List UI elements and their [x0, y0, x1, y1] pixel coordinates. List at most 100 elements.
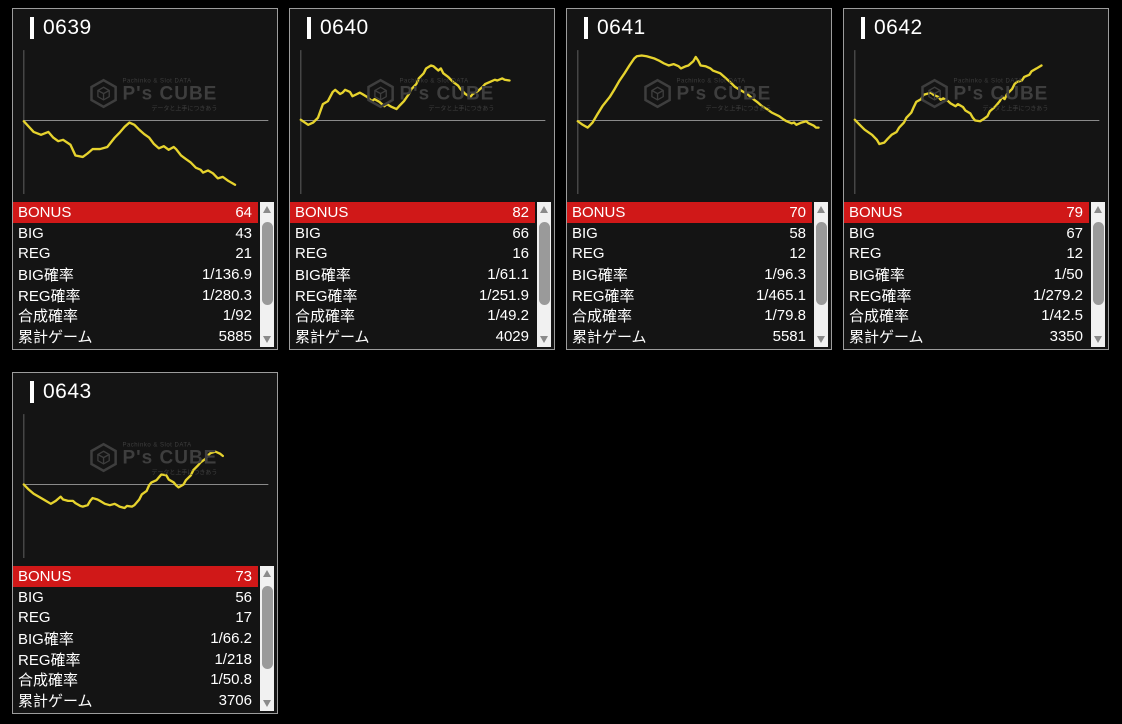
stat-value: 56: [235, 588, 252, 606]
table-row: REG確率 1/280.3: [13, 285, 258, 306]
stat-value: 5885: [218, 327, 252, 345]
machine-panel[interactable]: 0639 Pachinko & Slot DATA P's CUBE: [12, 8, 278, 350]
slump-graph-svg: [22, 414, 269, 558]
stat-value: 67: [1066, 224, 1083, 242]
machine-panel[interactable]: 0640 Pachinko & Slot DATA P's CUBE: [289, 8, 555, 350]
scrollbar-thumb[interactable]: [261, 586, 273, 669]
scroll-up-arrow-icon[interactable]: [1094, 206, 1102, 213]
machine-panel[interactable]: 0643 Pachinko & Slot DATA P's CUBE: [12, 372, 278, 714]
scroll-down-arrow-icon[interactable]: [263, 700, 271, 707]
stat-value: 3350: [1049, 327, 1083, 345]
stat-label: REG確率: [18, 287, 81, 305]
table-row: BIG確率 1/61.1: [290, 264, 535, 285]
stat-label: REG確率: [295, 287, 358, 305]
stats-table: BONUS 73 BIG 56 REG 17 BIG確率 1/66.2 REG確率 1/218 合成…: [13, 566, 277, 711]
scrollbar-thumb[interactable]: [261, 222, 273, 305]
stats-table: BONUS 70 BIG 58 REG 12 BIG確率 1/96.3 REG確率 1/465.1…: [567, 202, 831, 347]
table-row: BIG確率 1/136.9: [13, 264, 258, 285]
table-row: REG確率 1/251.9: [290, 285, 535, 306]
stat-label: BIG: [572, 224, 598, 242]
stat-label: 累計ゲーム: [295, 328, 370, 346]
panel-title-bar: 0639: [13, 9, 277, 47]
stat-label: REG確率: [18, 651, 81, 669]
table-row: BONUS 73: [13, 566, 258, 587]
scroll-down-arrow-icon[interactable]: [1094, 336, 1102, 343]
table-row: BIG 43: [13, 223, 258, 244]
stat-label: BONUS: [295, 203, 349, 221]
scrollbar-thumb[interactable]: [1092, 222, 1104, 305]
table-row: 累計ゲーム 3706: [13, 690, 258, 711]
table-row: BIG確率 1/96.3: [567, 264, 812, 285]
stat-value: 1/465.1: [755, 286, 806, 304]
table-scrollbar[interactable]: [814, 202, 828, 347]
scroll-down-arrow-icon[interactable]: [540, 336, 548, 343]
machine-number: 0643: [43, 380, 92, 403]
stat-value: 66: [512, 224, 529, 242]
stat-label: BIG: [18, 588, 44, 606]
stat-value: 1/42.5: [1041, 307, 1083, 325]
stats-table: BONUS 79 BIG 67 REG 12 BIG確率 1/50 REG確率 1/279.2 合成…: [844, 202, 1108, 347]
table-row: 累計ゲーム 3350: [844, 326, 1089, 347]
table-row: 合成確率 1/92: [13, 305, 258, 326]
machine-panel[interactable]: 0642 Pachinko & Slot DATA P's CUBE: [843, 8, 1109, 350]
stat-value: 73: [235, 567, 252, 585]
stat-value: 12: [789, 245, 806, 263]
machine-panel[interactable]: 0641 Pachinko & Slot DATA P's CUBE: [566, 8, 832, 350]
table-row: BONUS 79: [844, 202, 1089, 223]
stat-value: 5581: [772, 327, 806, 345]
scrollbar-thumb[interactable]: [815, 222, 827, 305]
table-scrollbar[interactable]: [260, 566, 274, 711]
scroll-up-arrow-icon[interactable]: [540, 206, 548, 213]
table-row: REG確率 1/279.2: [844, 285, 1089, 306]
stats-table: BONUS 82 BIG 66 REG 16 BIG確率 1/61.1 REG確率 1/251.9…: [290, 202, 554, 347]
table-scrollbar[interactable]: [537, 202, 551, 347]
stat-label: REG確率: [572, 287, 635, 305]
table-row: 累計ゲーム 5885: [13, 326, 258, 347]
stat-label: 合成確率: [18, 308, 79, 326]
scroll-down-arrow-icon[interactable]: [263, 336, 271, 343]
table-row: REG 12: [844, 243, 1089, 264]
stat-label: BONUS: [18, 203, 72, 221]
table-row: REG 16: [290, 243, 535, 264]
stat-value: 1/218: [214, 650, 252, 668]
table-scrollbar[interactable]: [260, 202, 274, 347]
table-row: BIG 66: [290, 223, 535, 244]
slump-graph: Pachinko & Slot DATA P's CUBE データと上手につきあ…: [13, 411, 277, 558]
table-row: BONUS 82: [290, 202, 535, 223]
stat-label: 累計ゲーム: [18, 328, 93, 346]
stat-label: BIG確率: [295, 266, 351, 284]
scroll-up-arrow-icon[interactable]: [817, 206, 825, 213]
stat-value: 1/49.2: [487, 307, 529, 325]
title-accent-bar: [30, 17, 34, 39]
stats-rows: BONUS 73 BIG 56 REG 17 BIG確率 1/66.2 REG確率 1/218 合成…: [13, 566, 258, 711]
trend-line: [576, 54, 820, 129]
stats-rows: BONUS 79 BIG 67 REG 12 BIG確率 1/50 REG確率 1/279.2 合成…: [844, 202, 1089, 347]
stat-value: 17: [235, 609, 252, 627]
slump-graph: Pachinko & Slot DATA P's CUBE データと上手につきあ…: [290, 47, 554, 194]
stats-rows: BONUS 64 BIG 43 REG 21 BIG確率 1/136.9 REG確率 1/280.…: [13, 202, 258, 347]
stat-value: 12: [1066, 245, 1083, 263]
table-scrollbar[interactable]: [1091, 202, 1105, 347]
stat-value: 3706: [218, 691, 252, 709]
stat-label: BIG確率: [18, 630, 74, 648]
title-accent-bar: [861, 17, 865, 39]
table-row: BIG確率 1/50: [844, 264, 1089, 285]
stat-label: REG: [849, 245, 882, 263]
stat-value: 1/50.8: [210, 671, 252, 689]
panel-title-bar: 0643: [13, 373, 277, 411]
slump-graph-svg: [299, 50, 546, 194]
table-row: 累計ゲーム 5581: [567, 326, 812, 347]
stat-label: 合成確率: [849, 308, 910, 326]
stat-value: 1/251.9: [478, 286, 529, 304]
stats-table: BONUS 64 BIG 43 REG 21 BIG確率 1/136.9 REG確率 1/280.…: [13, 202, 277, 347]
scrollbar-thumb[interactable]: [538, 222, 550, 305]
scroll-up-arrow-icon[interactable]: [263, 206, 271, 213]
stat-label: 合成確率: [18, 672, 79, 690]
stat-label: REG: [18, 609, 51, 627]
stat-value: 1/280.3: [201, 286, 252, 304]
scroll-down-arrow-icon[interactable]: [817, 336, 825, 343]
table-row: REG 12: [567, 243, 812, 264]
panel-title-bar: 0641: [567, 9, 831, 47]
machine-number: 0642: [874, 16, 923, 39]
scroll-up-arrow-icon[interactable]: [263, 570, 271, 577]
